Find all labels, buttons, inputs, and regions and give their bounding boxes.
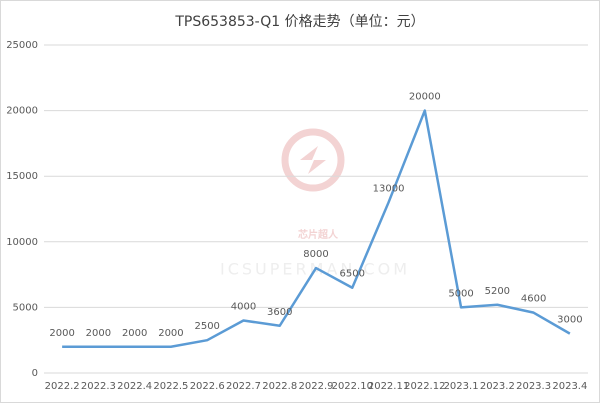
data-label: 4600 [521, 294, 546, 305]
data-label: 6500 [340, 269, 365, 280]
data-line [62, 109, 571, 349]
data-label: 2000 [49, 328, 74, 339]
data-label: 2000 [86, 328, 111, 339]
data-label: 2000 [122, 328, 147, 339]
data-label: 2500 [194, 321, 219, 332]
y-tick-label: 0 [32, 368, 38, 379]
x-tick-label: 2022.2 [45, 381, 80, 392]
chart-title: TPS653853-Q1 价格走势（单位：元） [174, 14, 424, 30]
y-tick-label: 5000 [13, 302, 38, 313]
y-tick-label: 15000 [6, 171, 38, 182]
x-tick-label: 2022.9 [299, 381, 334, 392]
x-tick-label: 2022.4 [117, 381, 152, 392]
x-tick-label: 2023.3 [516, 381, 551, 392]
data-label: 3600 [267, 307, 292, 318]
x-tick-label: 2022.3 [81, 381, 116, 392]
x-tick-label: 2022.6 [190, 381, 225, 392]
data-label: 13000 [373, 183, 405, 194]
x-tick-label: 2022.10 [332, 381, 373, 392]
data-label: 4000 [231, 302, 256, 313]
data-label: 5000 [448, 288, 473, 299]
data-label: 3000 [557, 315, 582, 326]
x-tick-label: 2022.8 [262, 381, 297, 392]
x-tick-label: 2023.1 [444, 381, 479, 392]
y-tick-label: 25000 [6, 40, 38, 51]
x-tick-label: 2022.5 [153, 381, 188, 392]
data-label: 8000 [303, 249, 328, 260]
y-tick-label: 20000 [6, 106, 38, 117]
y-tick-label: 10000 [6, 237, 38, 248]
x-tick-label: 2022.7 [226, 381, 261, 392]
watermark: 芯片超人 [298, 228, 339, 241]
data-label: 20000 [409, 92, 441, 103]
x-tick-label: 2022.12 [404, 381, 445, 392]
data-label: 5200 [485, 286, 510, 297]
data-label: 2000 [158, 328, 183, 339]
x-tick-label: 2023.4 [552, 381, 587, 392]
x-tick-label: 2023.2 [480, 381, 515, 392]
x-tick-label: 2022.11 [368, 381, 409, 392]
watermark-logo [281, 128, 345, 192]
watermark-url: ICSUPERMAN.COM [220, 260, 410, 279]
